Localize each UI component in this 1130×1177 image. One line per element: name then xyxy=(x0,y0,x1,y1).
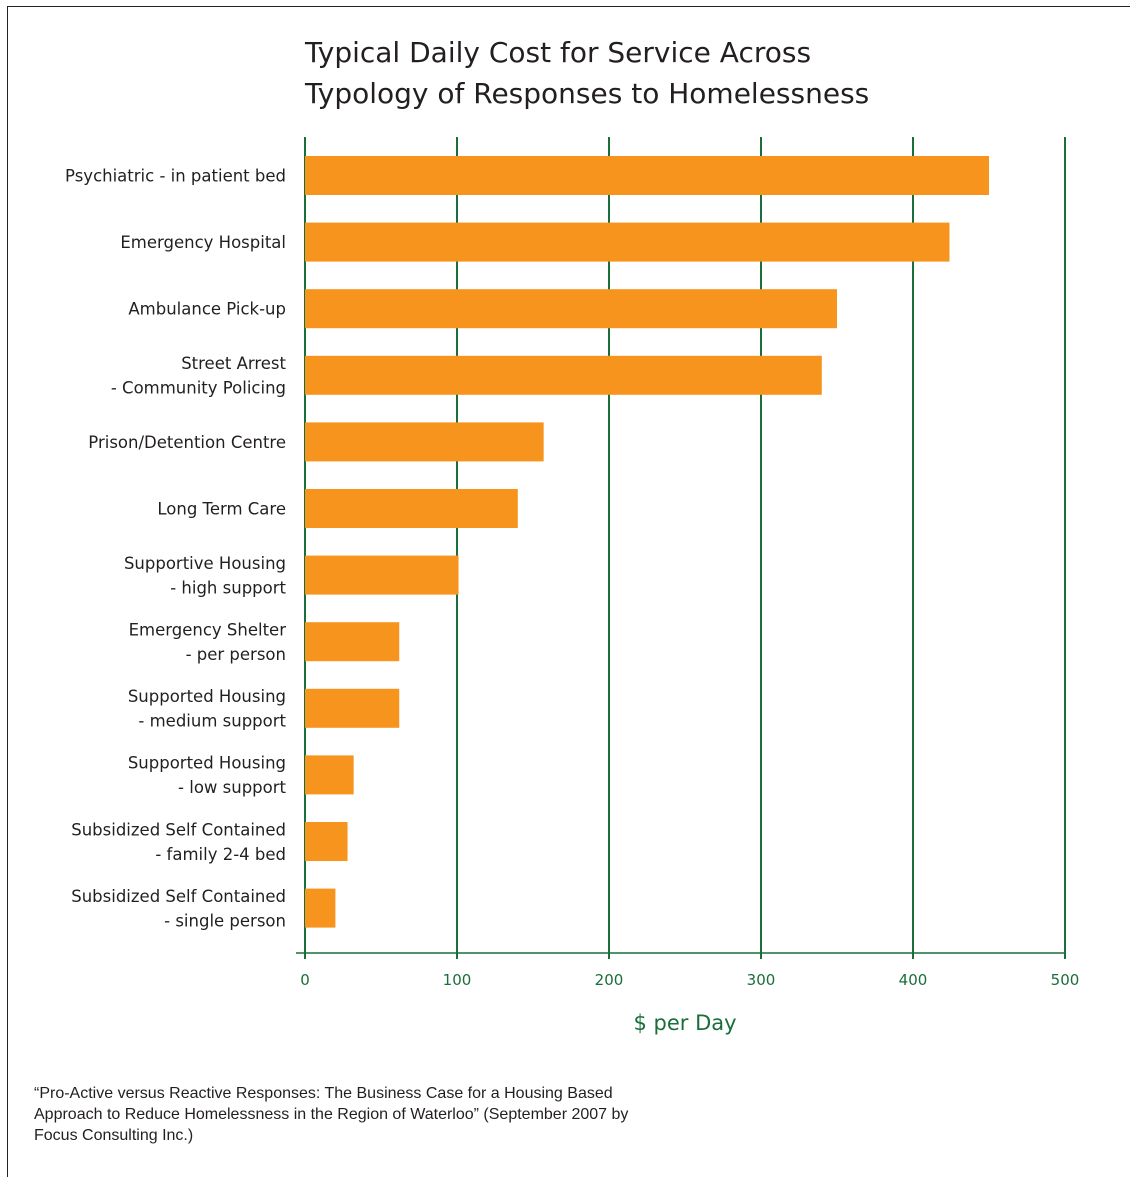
chart-title: Typical Daily Cost for Service Across Ty… xyxy=(305,32,869,114)
bar-3 xyxy=(305,289,837,329)
bar-4 xyxy=(305,355,822,395)
bar-2 xyxy=(305,222,950,262)
category-label-1: Psychiatric - in patient bed xyxy=(65,167,286,186)
category-label-5-line-1: Prison/Detention Centre xyxy=(88,433,286,452)
category-label-3-line-1: Ambulance Pick-up xyxy=(128,300,286,319)
bar-6 xyxy=(305,489,518,528)
category-label-4-line-1: Street Arrest xyxy=(181,354,286,373)
category-label-11: Subsidized Self Contained - family 2-4 be… xyxy=(71,820,286,864)
category-label-1-line-1: Psychiatric - in patient bed xyxy=(65,167,286,186)
bar-11 xyxy=(305,822,348,861)
bar-12 xyxy=(305,888,336,928)
category-label-7-line-1: Supportive Housing xyxy=(124,554,286,573)
figure-frame xyxy=(7,6,1130,1177)
category-label-4: Street Arrest - Community Policing xyxy=(111,354,287,398)
x-tick-label-300: 300 xyxy=(747,971,776,989)
category-label-7: Supportive Housing - high support xyxy=(124,554,287,598)
bar-10 xyxy=(305,755,354,795)
category-label-10: Supported Housing - low support xyxy=(128,754,287,798)
x-tick-label-500: 500 xyxy=(1051,971,1080,989)
category-label-6-line-1: Long Term Care xyxy=(157,500,286,519)
category-label-8-line-2: - per person xyxy=(186,645,286,664)
category-label-2: Emergency Hospital xyxy=(120,233,286,252)
bar-1 xyxy=(305,156,989,195)
source-note: “Pro-Active versus Reactive Responses: T… xyxy=(34,1085,629,1144)
category-label-2-line-1: Emergency Hospital xyxy=(120,233,286,252)
category-label-10-line-2: - low support xyxy=(178,778,286,797)
category-label-11-line-1: Subsidized Self Contained xyxy=(71,820,286,839)
category-label-9-line-2: - medium support xyxy=(138,712,286,731)
category-label-12: Subsidized Self Contained - single person xyxy=(71,887,286,931)
x-tick-label-0: 0 xyxy=(300,971,310,989)
category-label-9-line-1: Supported Housing xyxy=(128,687,286,706)
category-label-6: Long Term Care xyxy=(157,500,286,519)
chart-title-line-1: Typical Daily Cost for Service Across xyxy=(305,36,812,69)
x-axis-label: $ per Day xyxy=(633,1011,737,1035)
x-tick-label-200: 200 xyxy=(595,971,624,989)
category-label-12-line-1: Subsidized Self Contained xyxy=(71,887,286,906)
category-label-7-line-2: - high support xyxy=(170,578,286,597)
bar-8 xyxy=(305,622,400,662)
chart-title-line-2: Typology of Responses to Homelessness xyxy=(305,77,870,110)
category-label-4-line-2: - Community Policing xyxy=(111,379,286,398)
category-label-12-line-2: - single person xyxy=(164,911,286,930)
category-label-5: Prison/Detention Centre xyxy=(88,433,286,452)
category-label-3: Ambulance Pick-up xyxy=(128,300,286,319)
category-label-9: Supported Housing - medium support xyxy=(128,687,287,731)
category-label-11-line-2: - family 2-4 bed xyxy=(155,845,286,864)
x-tick-label-400: 400 xyxy=(899,971,928,989)
category-label-10-line-1: Supported Housing xyxy=(128,754,286,773)
category-label-8-line-1: Emergency Shelter xyxy=(129,620,287,639)
bar-7 xyxy=(305,555,459,595)
category-label-8: Emergency Shelter - per person xyxy=(129,620,287,664)
x-tick-label-100: 100 xyxy=(443,971,472,989)
bar-9 xyxy=(305,688,400,728)
bar-5 xyxy=(305,422,544,462)
